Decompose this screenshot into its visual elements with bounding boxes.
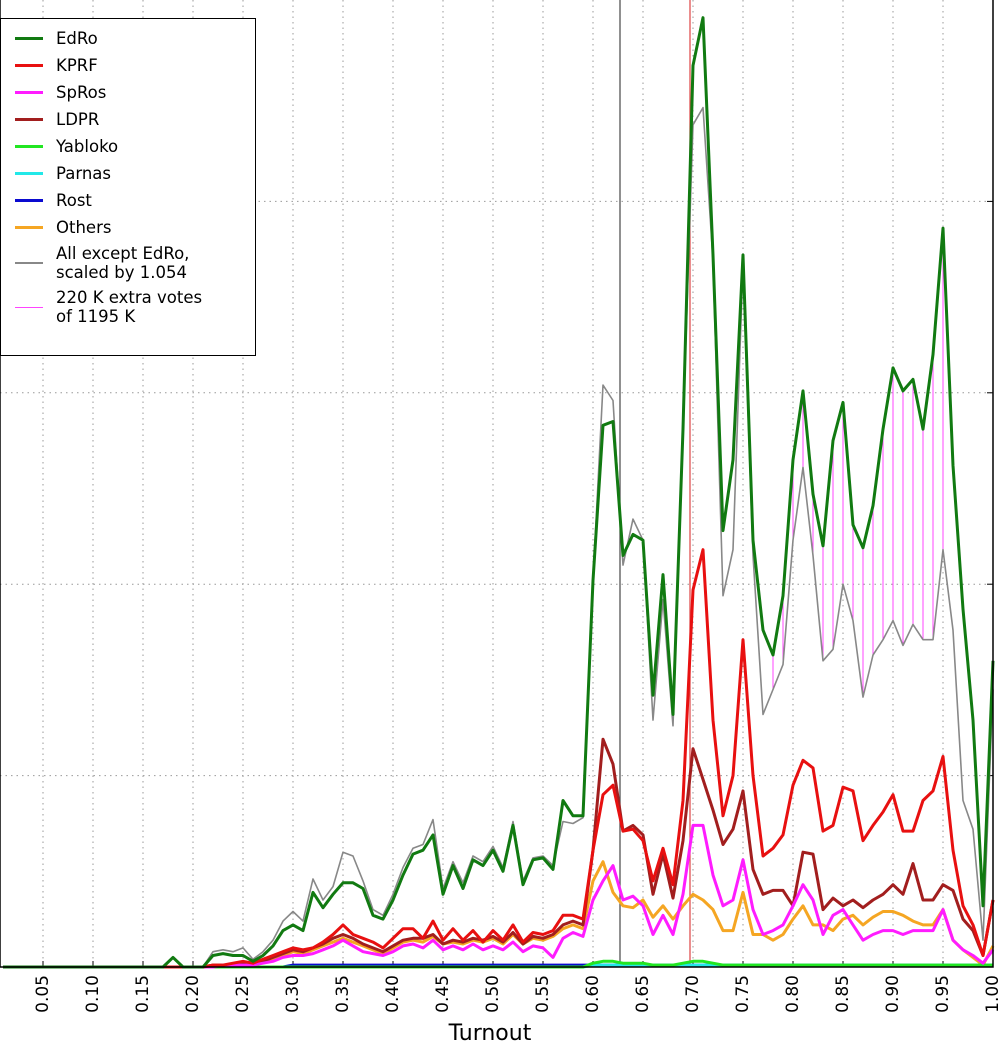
x-tick-label: 0.05 [33,975,53,1013]
legend-entry: SpRos [1,79,255,106]
series-line [3,16,995,969]
legend-entry: Others [1,214,255,241]
legend-entry: Rost [1,187,255,214]
legend-label: All except EdRo, scaled by 1.054 [56,244,190,282]
x-tick-label: 1.00 [983,975,1000,1013]
legend-label: EdRo [56,29,98,48]
legend-label: KPRF [56,56,98,75]
legend-swatch [15,145,43,148]
x-tick-label: 0.25 [233,975,253,1013]
legend-swatch [15,262,43,264]
legend-swatch [15,37,43,40]
x-tick-label: 0.15 [133,975,153,1013]
x-tick-label: 0.50 [483,975,503,1013]
legend-label: Rost [56,191,92,210]
legend-swatch [15,118,43,121]
x-axis-label: Turnout [448,1021,532,1046]
x-tick-label: 0.85 [833,975,853,1013]
x-tick-label: 0.45 [433,975,453,1013]
x-tick-label: 0.60 [583,975,603,1013]
legend-entry: LDPR [1,106,255,133]
series-line [3,823,995,969]
legend-swatch [15,91,43,94]
legend-entry: All except EdRo, scaled by 1.054 [1,244,255,282]
legend-swatch [15,306,43,308]
legend-label: SpRos [56,83,107,102]
legend-label: 220 K extra votes of 1195 K [56,288,203,326]
x-tick-label: 0.30 [283,975,303,1013]
x-tick-label: 0.95 [933,975,953,1013]
legend-swatch [15,226,43,229]
x-tick-label: 0.65 [633,975,653,1013]
legend-entry: EdRo [1,25,255,52]
legend-label: Yabloko [56,137,119,156]
plot-frame [0,0,994,968]
legend-entry: Yabloko [1,133,255,160]
legend-swatch [15,172,43,175]
legend-swatch [15,64,43,67]
x-tick-label: 0.90 [883,975,903,1013]
legend-swatch [15,199,43,202]
x-tick-label: 0.80 [783,975,803,1013]
x-tick-label: 0.40 [383,975,403,1013]
legend-entry: 220 K extra votes of 1195 K [1,288,255,326]
legend-label: Parnas [56,164,111,183]
legend-entry: Parnas [1,160,255,187]
x-tick-label: 0.35 [333,975,353,1013]
legend-entry: KPRF [1,52,255,79]
x-tick-label: 0.70 [683,975,703,1013]
legend: EdRo KPRF SpRos LDPR Yabloko Parnas Rost Others… [0,18,256,356]
legend-label: Others [56,218,112,237]
x-tick-label: 0.10 [83,975,103,1013]
x-tick-label: 0.55 [533,975,553,1013]
x-tick-label: 0.75 [733,975,753,1013]
x-tick-label: 0.20 [183,975,203,1013]
legend-label: LDPR [56,110,100,129]
series-line [3,737,995,969]
